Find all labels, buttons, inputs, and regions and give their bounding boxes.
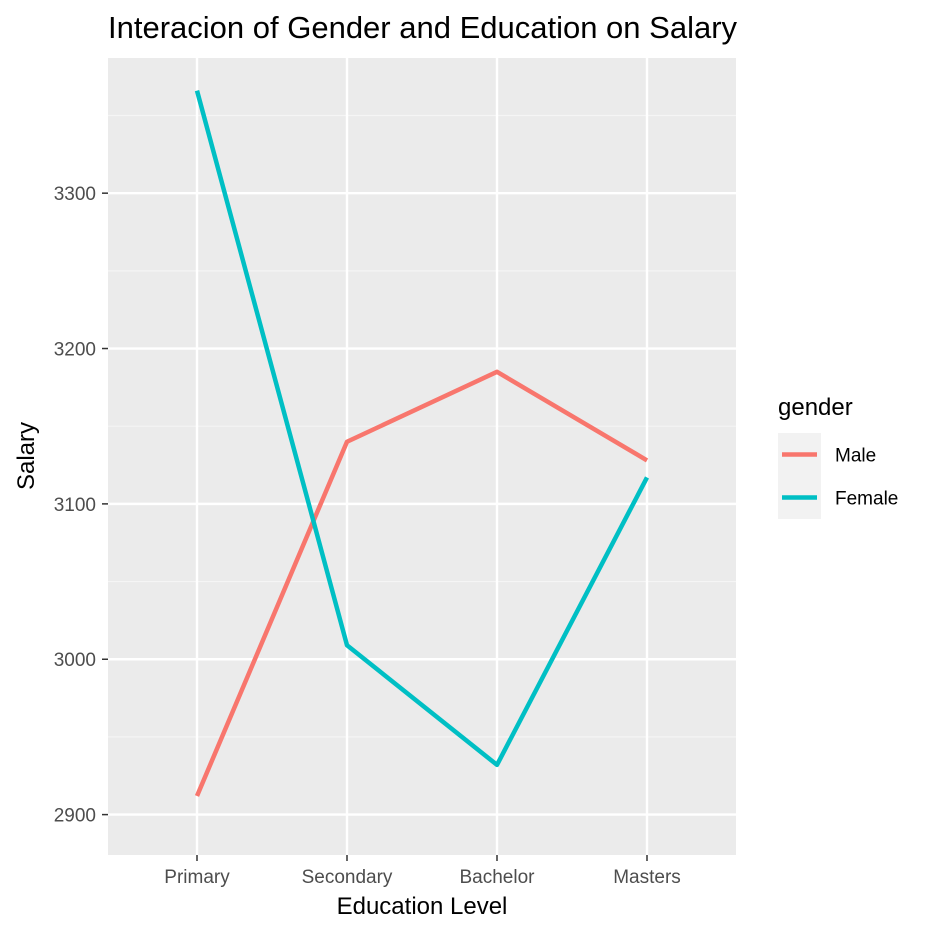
x-tick-label-1: Secondary	[302, 867, 393, 888]
y-tick-label-1: 3000	[54, 650, 96, 671]
legend-label-male: Male	[835, 446, 876, 467]
x-tick-label-0: Primary	[164, 867, 230, 888]
x-tick-label-2: Bachelor	[460, 867, 536, 888]
legend: gender Male Female	[778, 394, 898, 519]
legend-label-female: Female	[835, 489, 898, 510]
chart-title: Interacion of Gender and Education on Sa…	[108, 10, 738, 45]
x-axis: Primary Secondary Bachelor Masters	[164, 855, 681, 888]
y-tick-label-3: 3200	[54, 340, 96, 361]
x-tick-label-3: Masters	[613, 867, 681, 888]
y-axis: 2900 3000 3100 3200 3300	[54, 184, 108, 827]
y-tick-label-0: 2900	[54, 806, 96, 827]
grid-major-x	[195, 58, 649, 855]
y-axis-title: Salary	[13, 422, 40, 490]
grid-minor-y	[108, 114, 736, 738]
x-axis-title: Education Level	[337, 893, 508, 920]
legend-title: gender	[778, 394, 853, 421]
y-tick-label-4: 3300	[54, 184, 96, 205]
series-line-female	[194, 90, 649, 768]
series-lines	[194, 90, 649, 797]
series-line-male	[194, 369, 649, 797]
grid-major-y	[108, 191, 736, 816]
plot-panel	[108, 58, 736, 855]
legend-items: Male Female	[778, 433, 898, 519]
y-tick-label-2: 3100	[54, 495, 96, 516]
